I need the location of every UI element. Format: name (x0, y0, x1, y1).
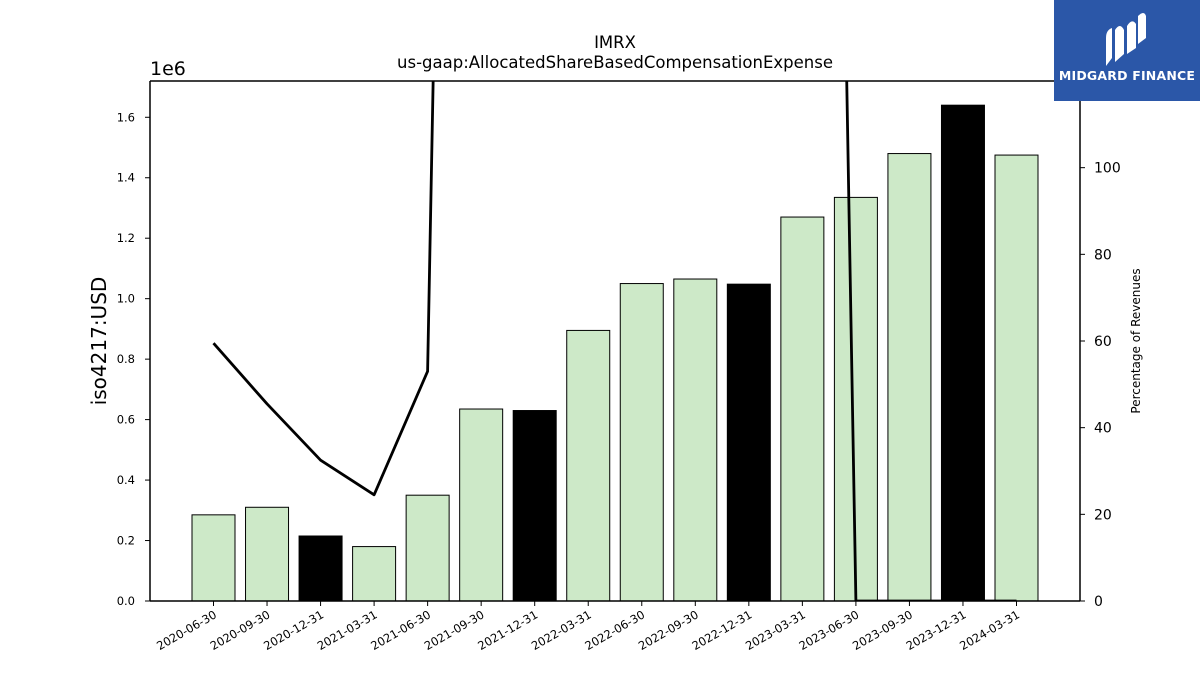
y2-axis-label: Percentage of Revenues (1129, 268, 1143, 413)
y-tick-label: 0.4 (117, 473, 135, 487)
bar-2022-03-31 (566, 329, 611, 602)
y-scale-label: 1e6 (150, 58, 186, 80)
chart-subtitle: us-gaap:AllocatedShareBasedCompensationE… (397, 53, 833, 72)
x-tick-label: 2021-09-30 (422, 607, 487, 653)
y-tick-label: 0.6 (117, 413, 135, 427)
y-axis-ticks: 0.0 0.2 0.4 0.6 0.8 1.0 1.2 1.4 1.6 (117, 110, 150, 608)
bar-2023-03-31 (780, 216, 825, 602)
x-tick-label: 2022-03-31 (529, 607, 594, 653)
bar-2021-12-31 (512, 410, 557, 602)
bar-2021-03-31 (352, 546, 397, 602)
x-tick-label: 2024-03-31 (957, 607, 1022, 653)
x-tick-label: 2021-12-31 (475, 607, 540, 653)
x-tick-label: 2022-12-31 (689, 607, 754, 653)
x-tick-label: 2022-09-30 (636, 607, 701, 653)
bar-2022-09-30 (673, 278, 718, 602)
bar-2020-09-30 (245, 506, 290, 602)
bar-2021-09-30 (459, 408, 504, 602)
y2-tick-label: 100 (1094, 161, 1121, 177)
x-tick-label: 2020-12-31 (261, 607, 326, 653)
y-tick-label: 1.0 (117, 292, 135, 306)
y-axis-label: iso4217:USD (87, 277, 111, 406)
x-tick-label: 2023-09-30 (850, 607, 915, 653)
y-tick-label: 1.4 (117, 171, 135, 185)
x-tick-label: 2023-06-30 (797, 607, 862, 653)
bars (191, 104, 1039, 602)
y2-axis-ticks: 0 20 40 60 80 100 (1080, 161, 1121, 610)
y2-tick-label: 20 (1094, 507, 1112, 523)
y-tick-label: 0.8 (117, 352, 135, 366)
bar-2022-06-30 (619, 283, 664, 602)
percentage-line (212, 81, 1017, 601)
bar-2023-12-31 (940, 104, 985, 602)
y2-tick-label: 0 (1094, 594, 1103, 610)
x-tick-label: 2021-03-31 (315, 607, 380, 653)
brand-logo: MIDGARD FINANCE (1054, 0, 1200, 101)
y2-tick-label: 80 (1094, 247, 1112, 263)
x-axis-ticks: 2020-06-302020-09-302020-12-312021-03-31… (154, 601, 1022, 653)
x-tick-label: 2023-03-31 (743, 607, 808, 653)
y-tick-label: 1.6 (117, 110, 135, 124)
y2-tick-label: 40 (1094, 421, 1112, 437)
logo-mark-icon (1106, 13, 1146, 66)
axes (149, 80, 1081, 602)
x-tick-label: 2021-06-30 (368, 607, 433, 653)
x-tick-label: 2023-12-31 (904, 607, 969, 653)
x-tick-label: 2022-06-30 (582, 607, 647, 653)
logo-text: MIDGARD FINANCE (1058, 68, 1196, 83)
bar-2020-06-30 (191, 514, 236, 602)
y-tick-label: 0.2 (117, 534, 135, 548)
y2-tick-label: 60 (1094, 334, 1112, 350)
x-tick-label: 2020-06-30 (154, 607, 219, 653)
bar-2021-06-30 (405, 494, 450, 602)
chart-title: IMRX (594, 33, 636, 52)
x-tick-label: 2020-09-30 (208, 607, 273, 653)
percentage-line-segment (212, 81, 435, 497)
bar-2024-03-31 (994, 154, 1039, 602)
y-tick-label: 0.0 (117, 594, 135, 608)
bar-2020-12-31 (298, 535, 343, 602)
bar-2022-12-31 (726, 283, 771, 602)
y-tick-label: 1.2 (117, 231, 135, 245)
bar-2023-09-30 (887, 153, 932, 602)
